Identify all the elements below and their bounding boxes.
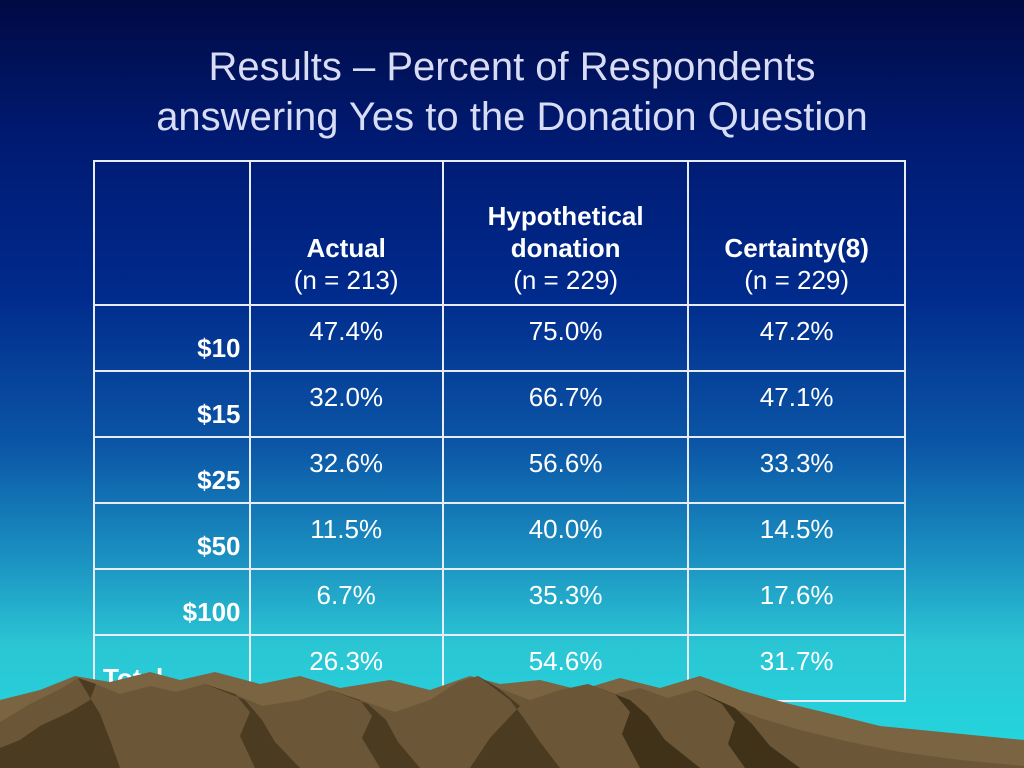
row-label: $15 (93, 370, 251, 438)
header-certainty-title: Certainty(8) (724, 233, 869, 263)
cell-actual: 32.6% (248, 436, 444, 504)
row-label: $50 (93, 502, 251, 570)
cell-hypothetical: 66.7% (441, 370, 690, 438)
header-row: Actual (n = 213) Hypothetical donation (… (93, 160, 906, 306)
table-row: $10 47.4% 75.0% 47.2% (93, 304, 906, 372)
cell-actual: 32.0% (248, 370, 444, 438)
header-actual: Actual (n = 213) (248, 160, 444, 306)
table-row: $15 32.0% 66.7% 47.1% (93, 370, 906, 438)
results-table: Actual (n = 213) Hypothetical donation (… (93, 160, 906, 702)
cell-hypothetical: 56.6% (441, 436, 690, 504)
slide-title-line-1: Results – Percent of Respondents (208, 45, 816, 89)
cell-certainty: 33.3% (687, 436, 906, 504)
table-row-total: Total 26.3% 54.6% 31.7% (93, 634, 906, 702)
header-actual-n: (n = 213) (293, 265, 399, 295)
header-corner-cell (93, 160, 251, 306)
row-label: $25 (93, 436, 251, 504)
header-actual-title: Actual (306, 233, 386, 263)
cell-certainty: 17.6% (687, 568, 906, 636)
slide-title-line-2: answering Yes to the Donation Question (156, 95, 868, 139)
header-certainty: Certainty(8) (n = 229) (687, 160, 906, 306)
row-label: $10 (93, 304, 251, 372)
table-row: $100 6.7% 35.3% 17.6% (93, 568, 906, 636)
header-hypothetical-title: Hypothetical donation (487, 201, 644, 263)
table-row: $25 32.6% 56.6% 33.3% (93, 436, 906, 504)
cell-hypothetical: 35.3% (441, 568, 690, 636)
cell-certainty: 47.2% (687, 304, 906, 372)
header-hypothetical: Hypothetical donation (n = 229) (441, 160, 690, 306)
table-row: $50 11.5% 40.0% 14.5% (93, 502, 906, 570)
cell-actual: 6.7% (248, 568, 444, 636)
cell-hypothetical: 40.0% (441, 502, 690, 570)
row-label: $100 (93, 568, 251, 636)
cell-certainty: 31.7% (687, 634, 906, 702)
row-label-total: Total (93, 634, 251, 702)
header-hypothetical-n: (n = 229) (513, 265, 618, 295)
header-certainty-n: (n = 229) (744, 265, 850, 295)
cell-certainty: 47.1% (687, 370, 906, 438)
cell-actual: 11.5% (248, 502, 444, 570)
cell-hypothetical: 75.0% (441, 304, 690, 372)
slide-title: Results – Percent of Respondents answeri… (0, 42, 1024, 142)
cell-actual: 47.4% (248, 304, 444, 372)
cell-certainty: 14.5% (687, 502, 906, 570)
cell-hypothetical: 54.6% (441, 634, 690, 702)
cell-actual: 26.3% (248, 634, 444, 702)
